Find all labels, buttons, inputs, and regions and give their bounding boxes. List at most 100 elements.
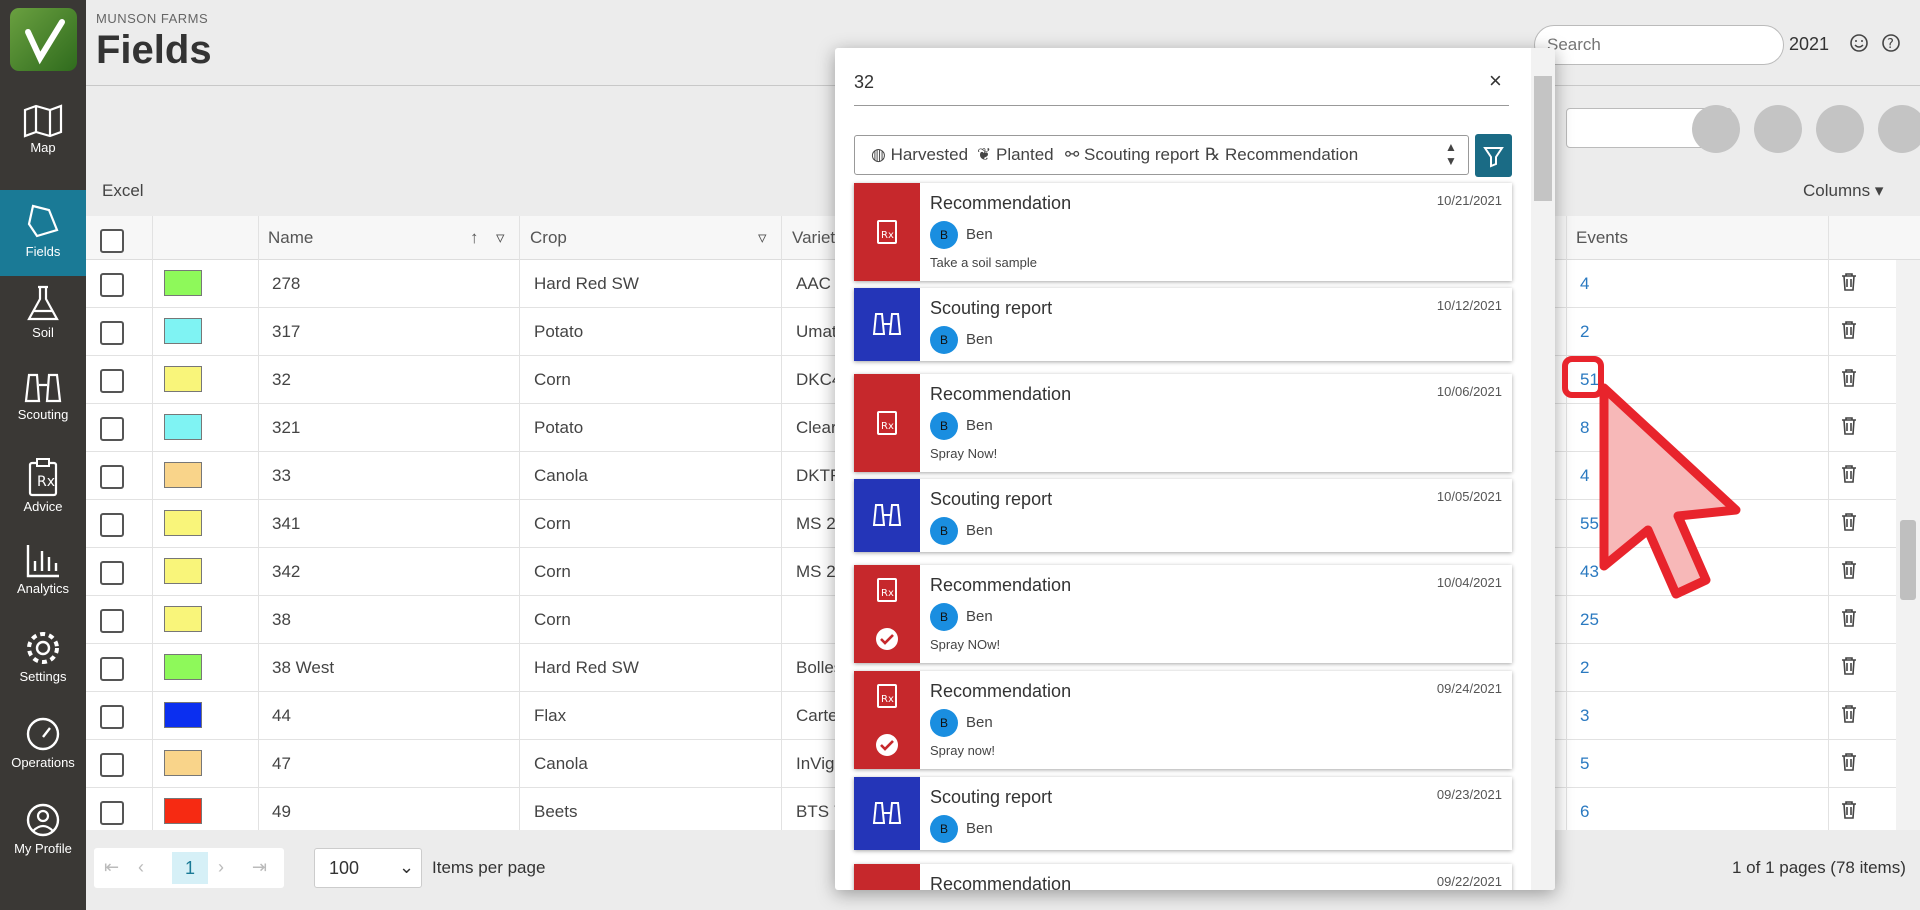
event-card[interactable]: Scouting report 10/12/2021 B Ben	[854, 288, 1512, 361]
events-link[interactable]: 2	[1580, 658, 1590, 677]
nav-my-profile[interactable]: My Profile	[0, 801, 86, 887]
event-card[interactable]: Rx Recommendation 09/22/2021	[854, 864, 1512, 890]
columns-menu[interactable]: Columns ▾	[1803, 181, 1883, 201]
filter-name-icon[interactable]: ▿	[496, 228, 505, 247]
filter-harvested[interactable]: ◍ Harvested	[871, 145, 969, 164]
events-link[interactable]: 2	[1580, 322, 1590, 341]
prev-page-icon[interactable]: ‹	[138, 857, 144, 877]
header-crop[interactable]: Crop	[530, 228, 567, 247]
row-checkbox[interactable]	[100, 321, 124, 345]
field-color-swatch	[164, 462, 202, 488]
events-link[interactable]: 51	[1580, 370, 1599, 389]
nav-advice[interactable]: Rx Advice	[0, 457, 86, 543]
filter-crop-icon[interactable]: ▿	[758, 228, 767, 247]
filter-planted[interactable]: ❦ Planted	[977, 145, 1054, 164]
event-card[interactable]: Scouting report 09/23/2021 B Ben	[854, 777, 1512, 850]
first-page-icon[interactable]: ⇤	[104, 857, 120, 877]
table-row[interactable]: 33 Canola DKTF 4	[86, 452, 1920, 500]
events-link[interactable]: 3	[1580, 706, 1590, 725]
next-page-icon[interactable]: ›	[218, 857, 224, 877]
popup-scroll-thumb[interactable]	[1534, 76, 1552, 201]
nav-settings[interactable]: Settings	[0, 629, 86, 715]
nav-analytics[interactable]: Analytics	[0, 543, 86, 629]
row-checkbox[interactable]	[100, 705, 124, 729]
trash-icon[interactable]	[1840, 560, 1858, 580]
events-link[interactable]: 4	[1580, 274, 1590, 293]
cell-crop: Canola	[534, 754, 588, 773]
select-all-checkbox[interactable]	[100, 229, 124, 253]
search-input[interactable]	[1534, 25, 1784, 65]
trash-icon[interactable]	[1840, 272, 1858, 292]
event-type-filter[interactable]: ◍ Harvested ❦ Planted ⚯ Scouting report …	[854, 135, 1469, 175]
smiley-icon[interactable]	[1848, 32, 1870, 54]
trash-icon[interactable]	[1840, 704, 1858, 724]
row-checkbox[interactable]	[100, 753, 124, 777]
event-type-icon: Rx	[854, 864, 920, 890]
last-page-icon[interactable]: ⇥	[252, 857, 268, 877]
row-checkbox[interactable]	[100, 273, 124, 297]
filter-scouting[interactable]: ⚯ Scouting report	[1065, 145, 1200, 164]
event-card[interactable]: Rx Recommendation 09/24/2021 B Ben Spray now!	[854, 671, 1512, 769]
seeding-action-button[interactable]	[1816, 105, 1864, 153]
row-checkbox[interactable]	[100, 417, 124, 441]
header-events[interactable]: Events	[1576, 228, 1628, 247]
events-link[interactable]: 25	[1580, 610, 1599, 629]
grid-scrollbar[interactable]	[1896, 260, 1920, 830]
page-number[interactable]: 1	[172, 852, 208, 884]
nav-map[interactable]: Map	[0, 104, 86, 190]
trash-icon[interactable]	[1840, 800, 1858, 820]
trash-icon[interactable]	[1840, 752, 1858, 772]
nav-scouting[interactable]: Scouting	[0, 371, 86, 457]
nav-soil[interactable]: Soil	[0, 285, 86, 371]
scroll-arrows-icon[interactable]: ▲ ▼	[1445, 140, 1457, 168]
event-card[interactable]: Rx Recommendation 10/04/2021 B Ben Spray NOw!	[854, 565, 1512, 663]
planted-action-button[interactable]	[1692, 105, 1740, 153]
event-card[interactable]: Rx Recommendation 10/21/2021 B Ben Take a soi…	[854, 183, 1512, 281]
trash-icon[interactable]	[1840, 512, 1858, 532]
row-checkbox[interactable]	[100, 513, 124, 537]
trash-icon[interactable]	[1840, 464, 1858, 484]
popup-scrollbar[interactable]	[1531, 48, 1555, 890]
row-checkbox[interactable]	[100, 465, 124, 489]
events-link[interactable]: 43	[1580, 562, 1599, 581]
trash-icon[interactable]	[1840, 416, 1858, 436]
excel-export-link[interactable]: Excel	[102, 181, 144, 200]
app-logo[interactable]	[10, 8, 77, 71]
event-card[interactable]: Scouting report 10/05/2021 B Ben	[854, 479, 1512, 552]
row-checkbox[interactable]	[100, 369, 124, 393]
events-link[interactable]: 5	[1580, 754, 1590, 773]
cell-variety: Umat	[796, 322, 837, 341]
table-row[interactable]: 278 Hard Red SW AAC C 4	[86, 260, 1920, 308]
row-checkbox[interactable]	[100, 561, 124, 585]
clear-action-button[interactable]	[1754, 105, 1802, 153]
help-icon[interactable]: ?	[1880, 32, 1902, 54]
nav-fields[interactable]: Fields	[0, 190, 86, 276]
cell-name: 38	[272, 610, 291, 629]
close-icon[interactable]: ×	[1489, 68, 1502, 93]
items-per-page-select[interactable]: 100 ⌄	[314, 848, 422, 888]
event-card[interactable]: Rx Recommendation 10/06/2021 B Ben Spray Now!	[854, 374, 1512, 472]
filter-button[interactable]	[1475, 134, 1512, 177]
trash-icon[interactable]	[1840, 608, 1858, 628]
nav-operations[interactable]: Operations	[0, 715, 86, 801]
row-checkbox[interactable]	[100, 801, 124, 825]
event-date: 09/23/2021	[1436, 787, 1502, 802]
row-checkbox[interactable]	[100, 609, 124, 633]
trash-icon[interactable]	[1840, 656, 1858, 676]
events-link[interactable]: 8	[1580, 418, 1590, 437]
event-note: Spray now!	[930, 743, 996, 758]
trash-icon[interactable]	[1840, 320, 1858, 340]
sort-asc-icon[interactable]: ↑	[470, 228, 479, 247]
harvest-action-button[interactable]	[1878, 105, 1920, 153]
year-selector[interactable]: 2021	[1789, 34, 1830, 54]
trash-icon[interactable]	[1840, 368, 1858, 388]
events-link[interactable]: 6	[1580, 802, 1590, 821]
events-link[interactable]: 4	[1580, 466, 1590, 485]
row-checkbox[interactable]	[100, 657, 124, 681]
filter-recommendation[interactable]: ℞ Recommendation	[1205, 145, 1359, 164]
grid-scroll-thumb[interactable]	[1900, 520, 1916, 600]
header-variety[interactable]: Variet	[792, 228, 836, 247]
header-name[interactable]: Name	[268, 228, 314, 247]
field-color-swatch	[164, 702, 202, 728]
events-link[interactable]: 55	[1580, 514, 1599, 533]
